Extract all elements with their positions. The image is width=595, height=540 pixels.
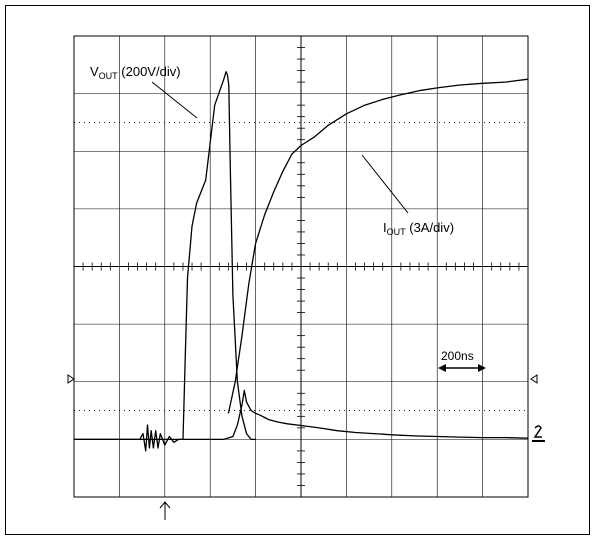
trace-series-1 bbox=[74, 389, 529, 441]
left-marker-icon bbox=[67, 374, 75, 384]
outer-frame bbox=[5, 5, 590, 535]
time-scale-label: 200ns bbox=[441, 349, 474, 363]
trigger-arrow-icon bbox=[159, 501, 171, 520]
time-scale-arrowhead-left bbox=[438, 364, 446, 372]
vout-label: VOUT (200V/div) bbox=[90, 64, 181, 81]
iout-label: IOUT (3A/div) bbox=[383, 220, 454, 237]
time-scale-arrowhead-right bbox=[478, 364, 486, 372]
traces bbox=[74, 71, 529, 452]
iout-leader-line bbox=[361, 154, 409, 214]
vout-leader-line bbox=[151, 81, 198, 119]
trace-series-2 bbox=[227, 78, 529, 414]
ground-marker-icon bbox=[532, 425, 545, 442]
right-marker-icon bbox=[530, 374, 538, 384]
graticule bbox=[73, 35, 529, 498]
